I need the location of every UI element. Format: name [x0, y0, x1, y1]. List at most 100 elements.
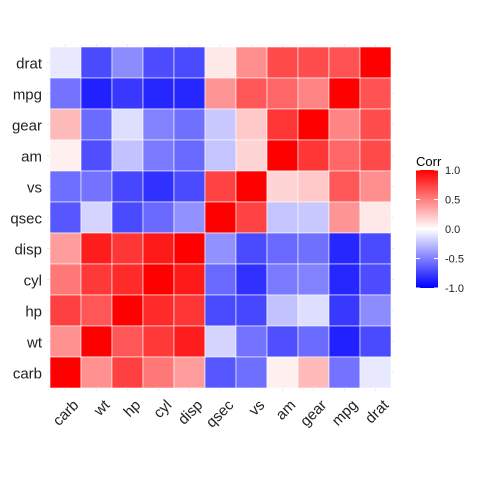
heatmap-cell-mpg-qsec: mpg / qsec: 0.42	[328, 201, 361, 234]
heatmap-cell-vs-disp: vs / disp: -0.71	[235, 232, 268, 265]
heatmap-cell-am-cyl: am / cyl: -0.52	[266, 263, 299, 296]
heatmap-cell-vs-hp: vs / hp: -0.72	[235, 294, 268, 327]
heatmap-cell-gear-disp: gear / disp: -0.56	[297, 232, 330, 265]
heatmap-cells: carb / drat: -0.09wt / drat: -0.71hp / d…	[49, 46, 392, 389]
heatmap-cell-wt-qsec: wt / qsec: -0.17	[80, 201, 113, 234]
heatmap-cell-disp-wt: disp / wt: 0.89	[173, 325, 206, 358]
heatmap-cell-am-disp: am / disp: -0.59	[266, 232, 299, 265]
heatmap-cell-carb-disp: carb / disp: 0.39	[49, 232, 82, 265]
heatmap-cell-gear-gear: gear / gear: 1	[297, 108, 330, 141]
heatmap-cell-disp-mpg: disp / mpg: -0.85	[173, 77, 206, 110]
heatmap-cell-cyl-wt: cyl / wt: 0.78	[142, 325, 175, 358]
heatmap-cell-hp-am: hp / am: -0.24	[111, 139, 144, 172]
heatmap-cell-wt-hp: wt / hp: 0.66	[80, 294, 113, 327]
heatmap-cell-drat-gear: drat / gear: 0.7	[359, 108, 392, 141]
x-tick-label-carb: carb	[50, 397, 83, 430]
heatmap-cell-drat-cyl: drat / cyl: -0.7	[359, 263, 392, 296]
heatmap-cell-vs-cyl: vs / cyl: -0.81	[235, 263, 268, 296]
heatmap-cell-qsec-qsec: qsec / qsec: 1	[204, 201, 237, 234]
legend-tick-label: -0.5	[445, 254, 464, 266]
heatmap-cell-drat-drat: drat / drat: 1	[359, 46, 392, 79]
heatmap-cell-am-wt: am / wt: -0.69	[266, 325, 299, 358]
heatmap-cell-qsec-wt: qsec / wt: -0.17	[204, 325, 237, 358]
heatmap-cell-wt-mpg: wt / mpg: -0.87	[80, 77, 113, 110]
x-tick-label-vs: vs	[246, 397, 269, 420]
heatmap-cell-am-qsec: am / qsec: -0.23	[266, 201, 299, 234]
heatmap-cell-vs-mpg: vs / mpg: 0.66	[235, 77, 268, 110]
heatmap-cell-cyl-gear: cyl / gear: -0.49	[142, 108, 175, 141]
heatmap-cell-drat-vs: drat / vs: 0.44	[359, 170, 392, 203]
heatmap-cell-hp-wt: hp / wt: 0.66	[111, 325, 144, 358]
heatmap-cell-mpg-wt: mpg / wt: -0.87	[328, 325, 361, 358]
y-tick-label-qsec: qsec	[10, 211, 42, 228]
heatmap-cell-cyl-am: cyl / am: -0.52	[142, 139, 175, 172]
heatmap-cell-cyl-mpg: cyl / mpg: -0.85	[142, 77, 175, 110]
heatmap-cell-mpg-mpg: mpg / mpg: 1	[328, 77, 361, 110]
heatmap-cell-vs-drat: vs / drat: 0.44	[235, 46, 268, 79]
heatmap-cell-qsec-disp: qsec / disp: -0.43	[204, 232, 237, 265]
heatmap-cell-vs-carb: vs / carb: -0.57	[235, 356, 268, 389]
x-tick-label-disp: disp	[175, 397, 206, 428]
legend-title: Corr	[416, 154, 442, 169]
x-tick-label-drat: drat	[362, 396, 393, 427]
x-tick-label-mpg: mpg	[329, 397, 362, 430]
x-tick-label-am: am	[273, 397, 300, 424]
heatmap-cell-cyl-vs: cyl / vs: -0.81	[142, 170, 175, 203]
heatmap-cell-am-vs: am / vs: 0.17	[266, 170, 299, 203]
legend-tick-label: 0.5	[445, 195, 460, 207]
heatmap-cell-carb-wt: carb / wt: 0.43	[49, 325, 82, 358]
heatmap-cell-qsec-hp: qsec / hp: -0.71	[204, 294, 237, 327]
heatmap-cell-hp-drat: hp / drat: -0.45	[111, 46, 144, 79]
heatmap-cell-carb-cyl: carb / cyl: 0.53	[49, 263, 82, 296]
heatmap-cell-qsec-carb: qsec / carb: -0.66	[204, 356, 237, 389]
heatmap-cell-cyl-cyl: cyl / cyl: 1	[142, 263, 175, 296]
heatmap-cell-am-carb: am / carb: 0.06	[266, 356, 299, 389]
x-tick-label-cyl: cyl	[150, 397, 175, 422]
heatmap-cell-wt-drat: wt / drat: -0.71	[80, 46, 113, 79]
heatmap-cell-qsec-vs: qsec / vs: 0.74	[204, 170, 237, 203]
heatmap-cell-gear-carb: gear / carb: 0.27	[297, 356, 330, 389]
y-axis-tick-labels: drat mpg gear am vs qsec disp cyl hp wt carb	[10, 56, 43, 383]
heatmap-cell-drat-disp: drat / disp: -0.71	[359, 232, 392, 265]
heatmap-cell-disp-vs: disp / vs: -0.71	[173, 170, 206, 203]
heatmap-cell-drat-wt: drat / wt: -0.71	[359, 325, 392, 358]
heatmap-cell-wt-vs: wt / vs: -0.55	[80, 170, 113, 203]
heatmap-cell-am-am: am / am: 1	[266, 139, 299, 172]
y-tick-label-vs: vs	[27, 180, 42, 197]
heatmap-cell-disp-gear: disp / gear: -0.56	[173, 108, 206, 141]
heatmap-cell-disp-cyl: disp / cyl: 0.9	[173, 263, 206, 296]
heatmap-cell-drat-mpg: drat / mpg: 0.68	[359, 77, 392, 110]
y-tick-label-hp: hp	[25, 304, 42, 321]
heatmap-cell-am-mpg: am / mpg: 0.6	[266, 77, 299, 110]
x-tick-label-hp: hp	[120, 397, 144, 421]
heatmap-cell-qsec-gear: qsec / gear: -0.21	[204, 108, 237, 141]
heatmap-cell-carb-gear: carb / gear: 0.27	[49, 108, 82, 141]
heatmap-cell-disp-hp: disp / hp: 0.79	[173, 294, 206, 327]
heatmap-cell-hp-cyl: hp / cyl: 0.83	[111, 263, 144, 296]
x-tick-label-gear: gear	[297, 397, 330, 430]
heatmap-cell-mpg-hp: mpg / hp: -0.78	[328, 294, 361, 327]
heatmap-cell-drat-hp: drat / hp: -0.45	[359, 294, 392, 327]
heatmap-cell-mpg-cyl: mpg / cyl: -0.85	[328, 263, 361, 296]
heatmap-cell-cyl-disp: cyl / disp: 0.9	[142, 232, 175, 265]
x-tick-label-qsec: qsec	[203, 396, 238, 431]
heatmap-cell-qsec-drat: qsec / drat: 0.09	[204, 46, 237, 79]
heatmap-cell-qsec-cyl: qsec / cyl: -0.59	[204, 263, 237, 296]
heatmap-cell-wt-gear: wt / gear: -0.58	[80, 108, 113, 141]
heatmap-cell-vs-am: vs / am: 0.17	[235, 139, 268, 172]
heatmap-cell-drat-qsec: drat / qsec: 0.09	[359, 201, 392, 234]
heatmap-cell-qsec-am: qsec / am: -0.23	[204, 139, 237, 172]
heatmap-cell-mpg-disp: mpg / disp: -0.85	[328, 232, 361, 265]
heatmap-cell-disp-qsec: disp / qsec: -0.43	[173, 201, 206, 234]
y-tick-label-wt: wt	[26, 335, 43, 352]
heatmap-cell-vs-gear: vs / gear: 0.21	[235, 108, 268, 141]
heatmap-cell-disp-disp: disp / disp: 1	[173, 232, 206, 265]
heatmap-cell-gear-qsec: gear / qsec: -0.21	[297, 201, 330, 234]
heatmap-cell-mpg-am: mpg / am: 0.6	[328, 139, 361, 172]
heatmap-cell-drat-carb: drat / carb: -0.09	[359, 356, 392, 389]
y-tick-label-carb: carb	[13, 366, 42, 383]
color-legend: Corr 1.0 0.5 0.0 -0.5 -1.0	[416, 154, 464, 295]
